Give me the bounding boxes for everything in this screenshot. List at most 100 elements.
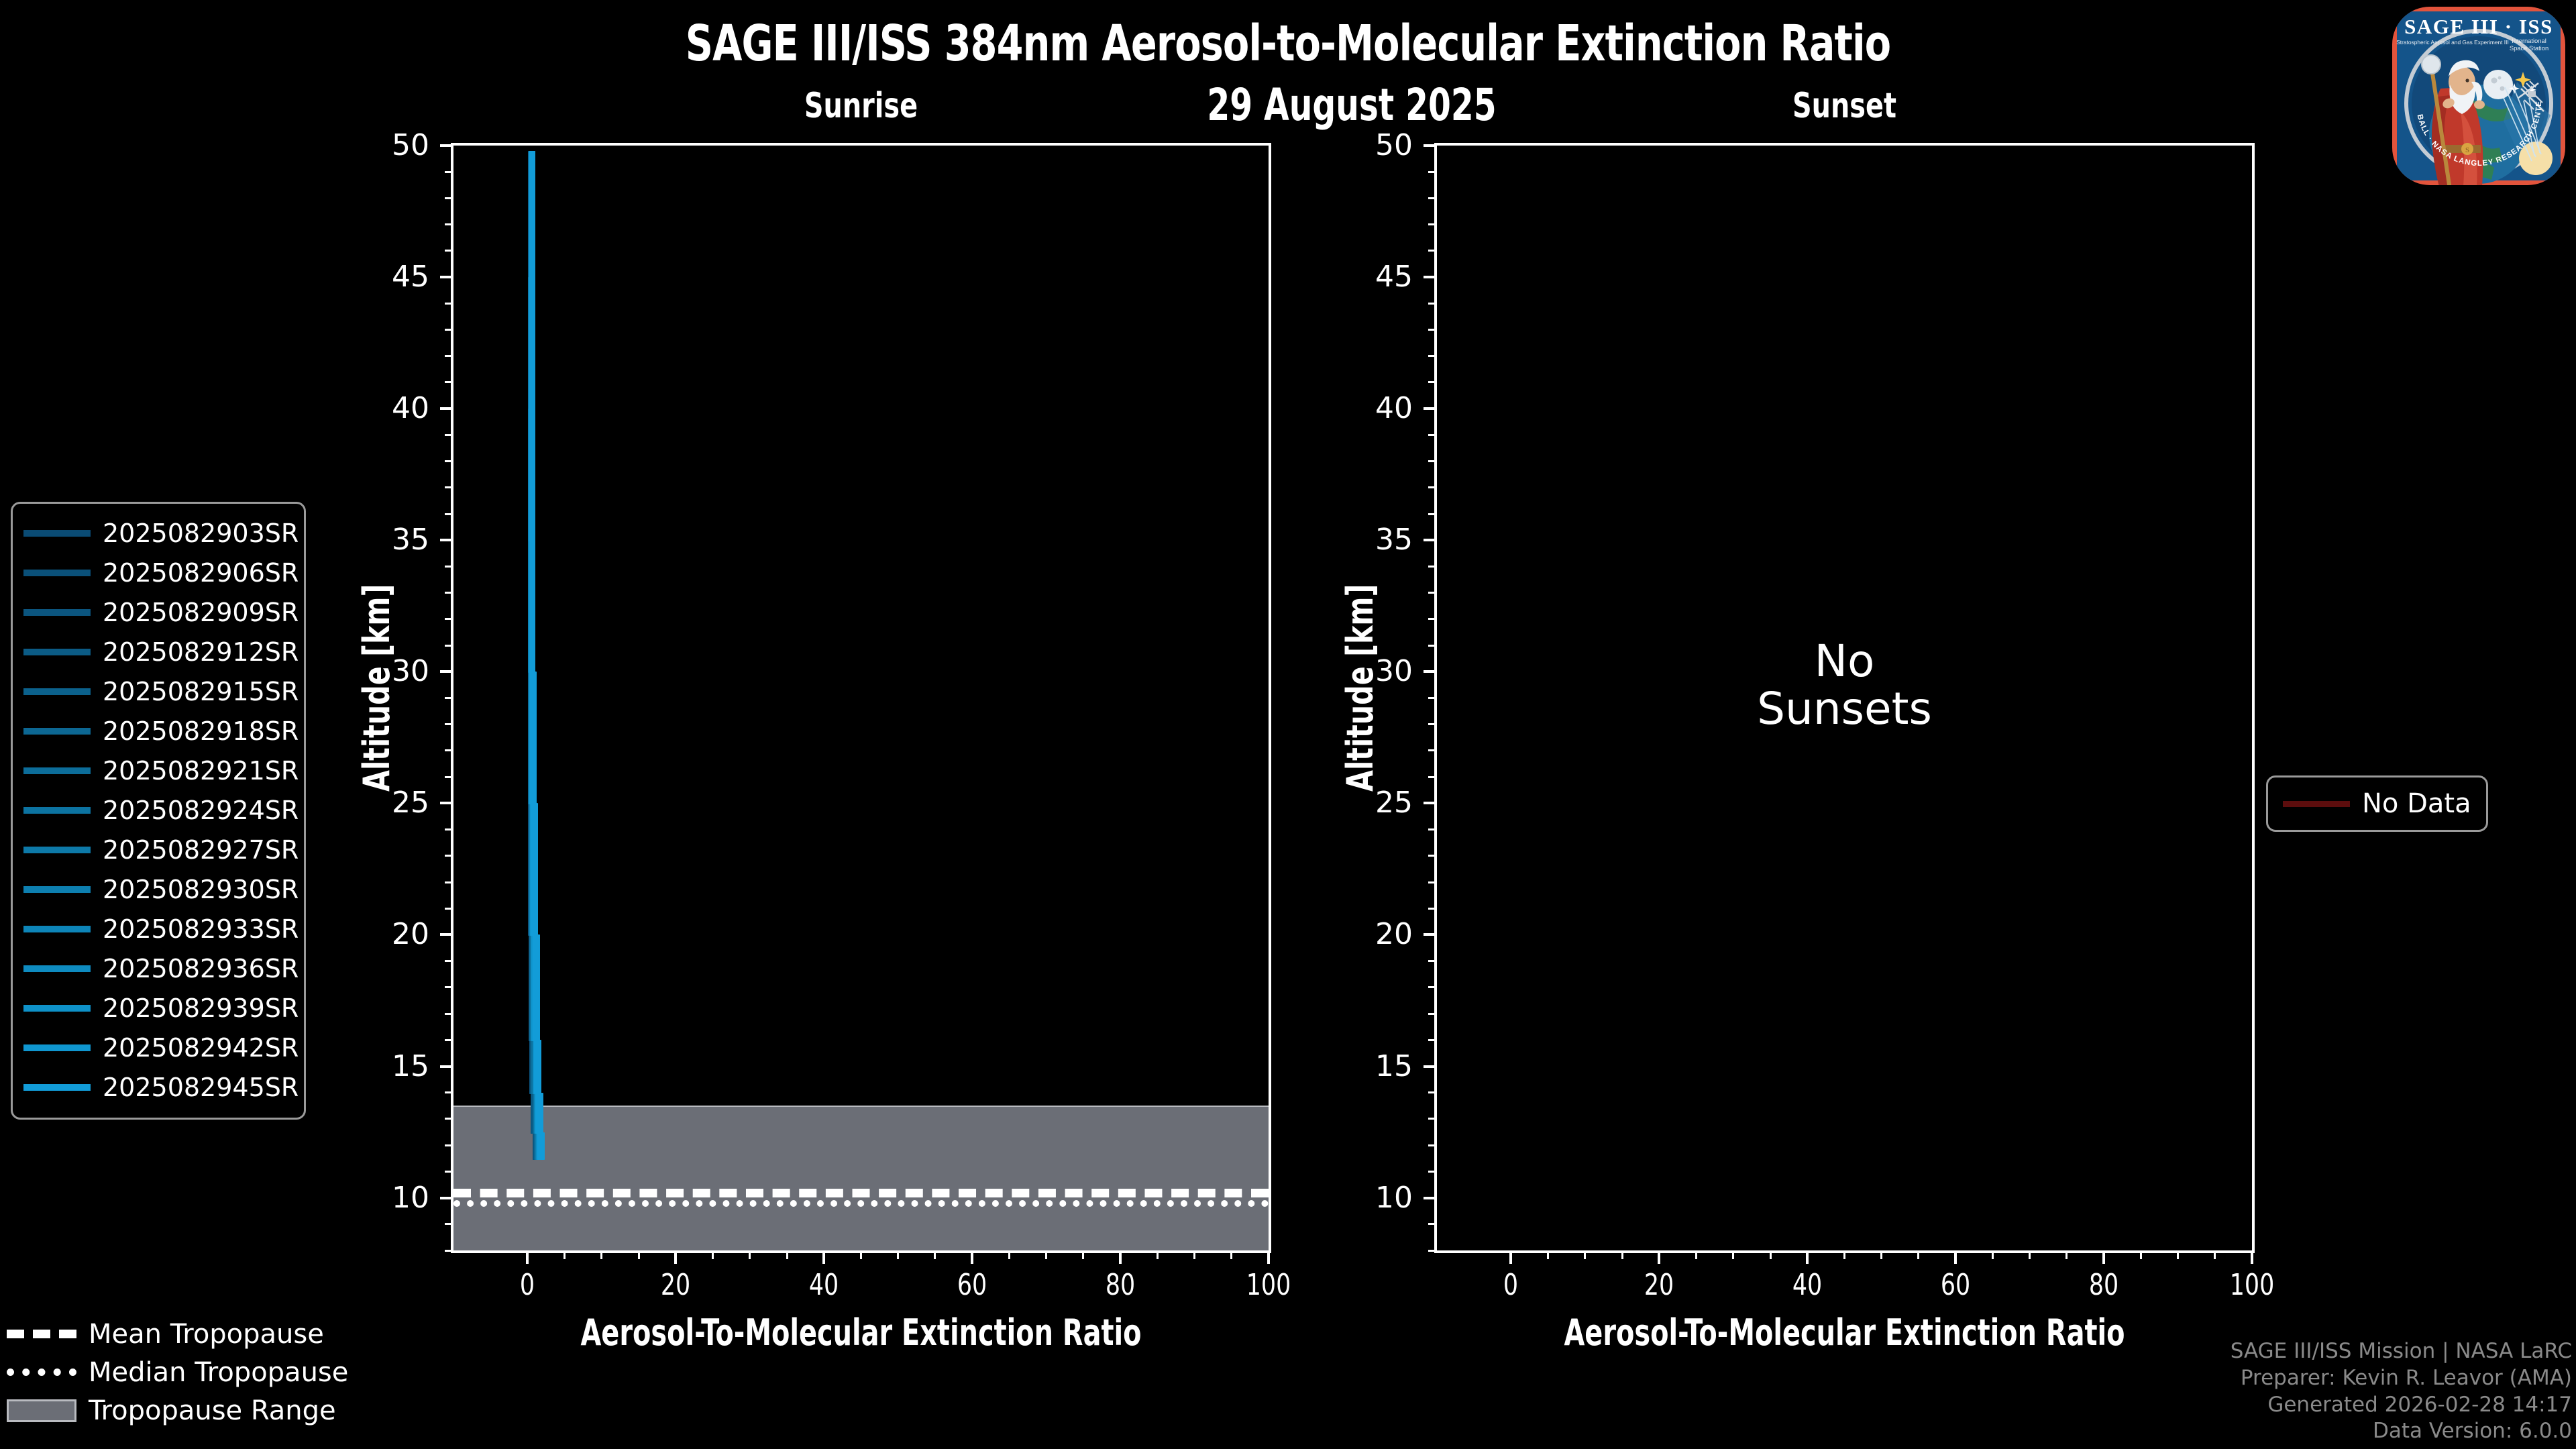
legend-item-no-data: No Data [2283, 787, 2471, 820]
legend-item-event[interactable]: 2025082930SR [23, 869, 299, 909]
x-axis-tick-label: 100 [2229, 1268, 2275, 1302]
x-axis-minor-tick [1621, 1253, 1623, 1259]
sunrise-event-legend[interactable]: 2025082903SR 2025082906SR 2025082909SR 2025… [11, 502, 306, 1120]
footer-preparer: Preparer: Kevin R. Leavor (AMA) [2240, 1365, 2572, 1390]
y-axis-minor-tick [1428, 302, 1434, 305]
footer-data-version: Data Version: 6.0.0 [2372, 1419, 2572, 1444]
y-axis-minor-tick [1428, 855, 1434, 857]
y-axis-tick-label: 20 [392, 917, 429, 952]
x-axis-minor-tick [1008, 1253, 1010, 1259]
y-axis-minor-tick [1428, 197, 1434, 199]
x-axis-minor-tick [749, 1253, 751, 1259]
y-axis-minor-tick [1428, 644, 1434, 647]
y-axis-minor-tick [445, 302, 451, 305]
x-axis-minor-tick [897, 1253, 900, 1259]
x-axis-minor-tick [2029, 1253, 2031, 1259]
x-axis-minor-tick [1230, 1253, 1233, 1259]
y-axis-minor-tick [445, 197, 451, 199]
x-axis-tick-label: 60 [957, 1268, 987, 1302]
x-axis-minor-tick [1991, 1253, 1994, 1259]
x-axis-tick-label: 40 [1792, 1268, 1823, 1302]
y-axis-tick [440, 1065, 451, 1068]
legend-item-event[interactable]: 2025082933SR [23, 909, 299, 949]
footer-credits: SAGE III/ISS Mission | NASA LaRC Prepare… [2231, 1338, 2572, 1445]
x-axis-minor-tick [1584, 1253, 1587, 1259]
tropopause-range-label: Tropopause Range [89, 1395, 336, 1426]
legend-item-event[interactable]: 2025082927SR [23, 830, 299, 869]
y-axis-minor-tick [445, 907, 451, 910]
data-curve-segment [529, 672, 537, 805]
data-curve-segment [533, 1040, 541, 1094]
mean-tropopause-line [453, 1188, 1269, 1197]
legend-item-event[interactable]: 2025082918SR [23, 711, 299, 751]
y-axis-minor-tick [445, 329, 451, 331]
y-axis-minor-tick [1428, 565, 1434, 568]
y-axis-minor-tick [445, 1012, 451, 1015]
y-axis-minor-tick [1428, 329, 1434, 331]
no-sunsets-line-1: No [1814, 635, 1875, 687]
footer-mission: SAGE III/ISS Mission | NASA LaRC [2230, 1339, 2572, 1364]
y-axis-tick-label: 35 [1375, 523, 1413, 557]
legend-item-event[interactable]: 2025082921SR [23, 751, 299, 790]
y-axis-tick-label: 50 [392, 128, 429, 162]
y-axis-minor-tick [445, 723, 451, 726]
y-axis-minor-tick [445, 697, 451, 699]
legend-item-event[interactable]: 2025082906SR [23, 553, 299, 592]
x-axis-tick-label: 80 [1105, 1268, 1136, 1302]
event-legend-label: 2025082915SR [103, 676, 299, 706]
y-axis-minor-tick [445, 433, 451, 436]
legend-item-event[interactable]: 2025082945SR [23, 1067, 299, 1107]
legend-item-event[interactable]: 2025082915SR [23, 672, 299, 711]
page-title: SAGE III/ISS 384nm Aerosol-to-Molecular … [685, 15, 1891, 72]
event-line-swatch [23, 767, 91, 774]
event-legend-label: 2025082906SR [103, 557, 299, 588]
event-line-swatch [23, 688, 91, 695]
data-curve-segment [531, 803, 539, 936]
data-curve-segment [529, 150, 536, 279]
sunset-panel-title: Sunset [1792, 86, 1896, 126]
x-axis-tick-label: 80 [2088, 1268, 2119, 1302]
event-legend-label: 2025082939SR [103, 993, 299, 1023]
y-axis-minor-tick [1428, 250, 1434, 252]
y-axis-tick-label: 10 [1375, 1180, 1413, 1215]
legend-item-tropopause-range: Tropopause Range [7, 1391, 369, 1430]
legend-item-event[interactable]: 2025082924SR [23, 790, 299, 830]
y-axis-minor-tick [445, 828, 451, 831]
y-axis-tick [440, 144, 451, 147]
y-axis-tick-label: 15 [392, 1049, 429, 1083]
x-axis-tick-label: 40 [809, 1268, 839, 1302]
y-axis-minor-tick [1428, 828, 1434, 831]
dotted-line-icon [7, 1368, 76, 1376]
legend-item-event[interactable]: 2025082903SR [23, 513, 299, 553]
y-axis-tick [440, 670, 451, 674]
data-curve-segment [535, 1092, 544, 1134]
legend-item-event[interactable]: 2025082936SR [23, 949, 299, 988]
legend-item-event[interactable]: 2025082912SR [23, 632, 299, 672]
legend-item-event[interactable]: 2025082909SR [23, 592, 299, 632]
sage-iii-iss-mission-patch-logo: S BALL · NASA LANGLEY RESEARCH CENTER · … [2385, 3, 2572, 189]
event-legend-label: 2025082918SR [103, 716, 299, 746]
y-axis-minor-tick [1428, 1144, 1434, 1146]
x-axis-minor-tick [1547, 1253, 1550, 1259]
x-axis-tick-label: 60 [1941, 1268, 1971, 1302]
y-axis-minor-tick [445, 1249, 451, 1252]
legend-item-event[interactable]: 2025082942SR [23, 1028, 299, 1067]
y-axis-tick [440, 539, 451, 542]
x-axis-tick-label: 0 [520, 1268, 535, 1302]
y-axis-minor-tick [1428, 960, 1434, 963]
y-axis-minor-tick [445, 355, 451, 358]
x-axis-minor-tick [1695, 1253, 1698, 1259]
sunset-no-data-legend[interactable]: No Data [2266, 775, 2488, 832]
x-axis-tick [822, 1253, 826, 1264]
x-axis-minor-tick [600, 1253, 603, 1259]
y-axis-minor-tick [1428, 907, 1434, 910]
y-axis-tick [1424, 1196, 1434, 1199]
y-axis-tick-label: 20 [1375, 917, 1413, 952]
y-axis-minor-tick [1428, 1012, 1434, 1015]
y-axis-minor-tick [445, 986, 451, 989]
legend-item-event[interactable]: 2025082939SR [23, 988, 299, 1028]
sunrise-y-axis-label: Altitude [km] [356, 584, 398, 792]
y-axis-minor-tick [445, 223, 451, 226]
y-axis-minor-tick [1428, 592, 1434, 594]
no-sunsets-notice: No Sunsets [1434, 637, 2255, 733]
